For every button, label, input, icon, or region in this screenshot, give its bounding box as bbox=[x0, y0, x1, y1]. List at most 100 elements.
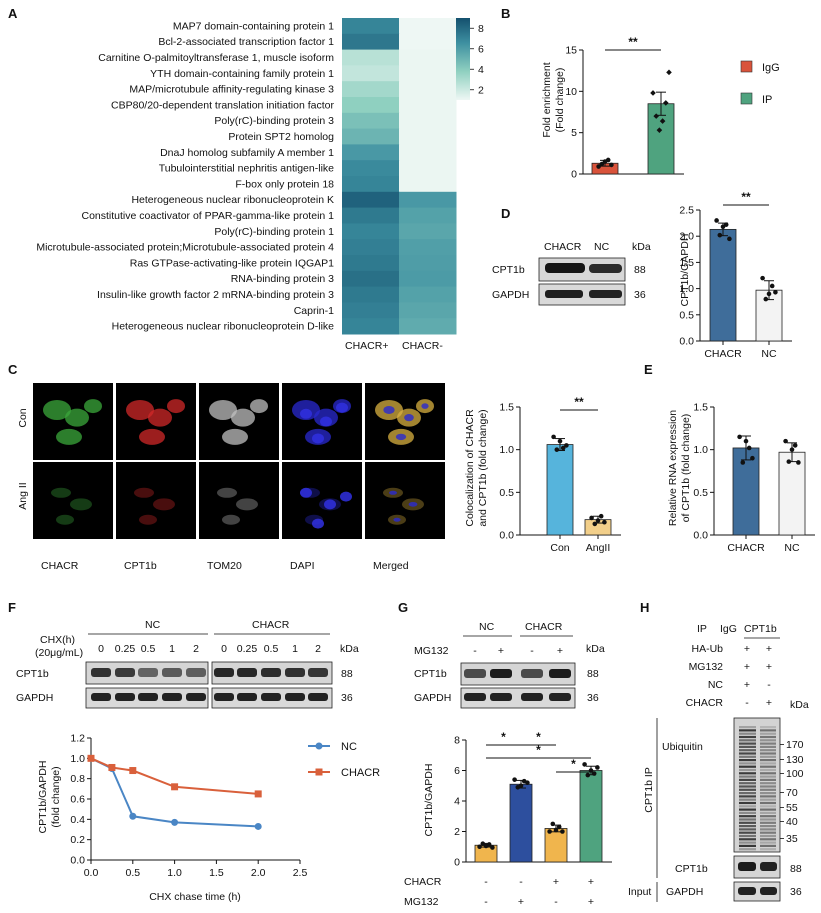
cell-signal bbox=[70, 498, 92, 511]
heatmap-cell bbox=[342, 81, 400, 98]
data-point-chacr bbox=[254, 790, 262, 798]
ubiquitin-smear bbox=[739, 775, 756, 778]
blot-d-band bbox=[545, 290, 583, 298]
panel-label-c: C bbox=[8, 362, 18, 377]
cell-signal bbox=[126, 399, 154, 420]
panel-g-blot: NC CHACR MG132 - + - + kDa CPT1b GAPDH 88 3… bbox=[414, 621, 605, 709]
blot-g-mg132-sign: - bbox=[530, 645, 534, 657]
x-tick-label: AngII bbox=[586, 542, 611, 554]
data-point bbox=[518, 783, 524, 789]
panel-c-chart: Colocalization of CHACR and CPT1b (fold … bbox=[464, 395, 621, 554]
blot-band bbox=[138, 668, 158, 677]
panel-label-d: D bbox=[501, 206, 510, 221]
cell-signal bbox=[222, 514, 240, 525]
colorbar-tick-label: 4 bbox=[478, 64, 484, 76]
blot-h-cond-label: CHACR bbox=[686, 697, 724, 709]
heatmap-row-label: Insulin-like growth factor 2 mRNA-bindin… bbox=[97, 289, 334, 301]
blot-band bbox=[91, 693, 111, 701]
bar bbox=[709, 228, 737, 342]
ubiquitin-smear bbox=[760, 831, 776, 834]
y-tick-label: 2.5 bbox=[679, 205, 694, 217]
bar bbox=[755, 289, 783, 342]
blot-h-ip-label: IP bbox=[697, 623, 707, 635]
heatmap-row-label: RNA-binding protein 3 bbox=[231, 273, 334, 285]
blot-band bbox=[285, 693, 305, 701]
significance-label: * bbox=[501, 730, 506, 744]
blot-h-marker-label: 40 bbox=[786, 816, 798, 828]
y-tick-label: 1.5 bbox=[693, 402, 708, 414]
data-point bbox=[598, 513, 604, 519]
blot-band bbox=[261, 693, 281, 701]
ubiquitin-smear bbox=[760, 726, 776, 729]
cell-signal bbox=[231, 408, 255, 427]
bar bbox=[546, 444, 574, 536]
heatmap-cell bbox=[399, 144, 457, 161]
blot-h-cpt1b-strip bbox=[733, 855, 781, 879]
blot-band bbox=[91, 668, 111, 677]
micro-col-label: CHACR bbox=[41, 560, 79, 572]
cell-signal bbox=[134, 487, 154, 498]
ubiquitin-smear bbox=[739, 844, 756, 847]
heatmap-cell bbox=[342, 112, 400, 130]
blot-band bbox=[115, 693, 135, 701]
micro-col-label: DAPI bbox=[290, 560, 315, 572]
panel-g-cond-sign: - bbox=[554, 896, 558, 908]
data-point bbox=[760, 275, 765, 281]
heatmap-row-label: Poly(rC)-binding protein 1 bbox=[214, 226, 334, 238]
ubiquitin-smear bbox=[739, 732, 756, 735]
colorbar-tick-label: 6 bbox=[478, 43, 484, 55]
ubiquitin-smear bbox=[739, 801, 756, 805]
y-tick-label: 4 bbox=[454, 796, 460, 808]
data-point bbox=[746, 445, 752, 451]
ubiquitin-smear bbox=[760, 742, 776, 745]
data-point-nc bbox=[254, 822, 262, 830]
panel-c-ylabel-line1: Colocalization of CHACR bbox=[464, 409, 476, 527]
ubiquitin-smear bbox=[739, 752, 756, 755]
data-point bbox=[650, 90, 656, 96]
blot-d-band bbox=[589, 264, 622, 273]
heatmap-cell bbox=[342, 97, 400, 114]
dapi-nucleus bbox=[312, 518, 324, 529]
blot-h-marker-label: 170 bbox=[786, 739, 804, 751]
blot-h-ubiquitin-label: Ubiquitin bbox=[662, 741, 703, 753]
data-point bbox=[763, 296, 769, 302]
data-point bbox=[769, 283, 775, 289]
heatmap-cell bbox=[342, 176, 400, 193]
blot-f-chx-conc: (20μg/mL) bbox=[35, 647, 83, 659]
data-point bbox=[723, 222, 729, 227]
panel-e-ylabel: of CPT1b (fold change) bbox=[680, 414, 692, 523]
blot-g-mg132-sign: + bbox=[557, 645, 563, 657]
ubiquitin-smear bbox=[739, 742, 756, 745]
blot-f-band-cpt1b: CPT1b bbox=[16, 668, 49, 680]
dapi-nucleus bbox=[336, 402, 348, 413]
panel-g-cond-sign: - bbox=[484, 896, 488, 908]
panel-b-legend: IgG IP bbox=[740, 60, 780, 106]
blot-h-cond-label: HA-Ub bbox=[691, 643, 723, 655]
micrograph-tile bbox=[199, 462, 279, 539]
data-point bbox=[663, 100, 669, 106]
blot-band bbox=[237, 693, 257, 701]
heatmap-cell bbox=[399, 81, 457, 98]
cell-signal bbox=[222, 428, 248, 445]
heatmap-row-label: F-box only protein 18 bbox=[235, 178, 334, 190]
data-point bbox=[556, 824, 562, 830]
heatmap-cell bbox=[399, 255, 457, 272]
data-point-nc bbox=[171, 818, 179, 826]
bar bbox=[544, 828, 568, 863]
data-point bbox=[477, 844, 482, 850]
ubiquitin-smear bbox=[739, 834, 756, 838]
ubiquitin-smear bbox=[739, 825, 756, 828]
y-tick-label: 0.5 bbox=[679, 309, 694, 321]
ubiquitin-smear bbox=[739, 735, 756, 739]
panel-a-heatmap: MAP7 domain-containing protein 1 Bcl-2-as… bbox=[36, 18, 484, 352]
data-point bbox=[656, 127, 663, 133]
x-tick-label: 1.5 bbox=[209, 867, 224, 879]
data-point bbox=[796, 460, 801, 465]
heatmap-row-label: Bcl-2-associated transcription factor 1 bbox=[158, 36, 334, 48]
ubiquitin-smear bbox=[739, 739, 756, 742]
panel-label-h: H bbox=[640, 600, 649, 615]
panel-b-ylabel: (Fold change) bbox=[554, 68, 566, 133]
ubiquitin-smear bbox=[760, 818, 776, 821]
cell-signal bbox=[56, 428, 82, 445]
ubiquitin-smear bbox=[760, 838, 776, 841]
